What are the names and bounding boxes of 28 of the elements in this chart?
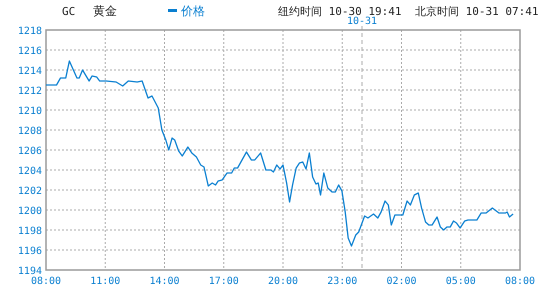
x-tick-label: 14:00 xyxy=(149,276,180,287)
y-tick-label: 1216 xyxy=(18,46,42,57)
text: 纽约时间 10-30 19:41 xyxy=(278,5,402,18)
y-tick-label: 1194 xyxy=(18,266,42,277)
chart-title: GC xyxy=(62,5,76,18)
x-tick-label: 08:00 xyxy=(504,276,536,287)
y-tick-label: 1214 xyxy=(18,66,42,77)
x-tick-label: 11:00 xyxy=(90,276,120,287)
x-tick-label: 20:00 xyxy=(268,276,298,287)
y-tick-label: 1218 xyxy=(18,26,42,37)
x-tick-label: 02:00 xyxy=(386,276,417,287)
ref-line-label: 10-31 xyxy=(346,16,378,27)
y-tick-label: 1202 xyxy=(18,186,42,197)
x-tick-label: 17:00 xyxy=(208,276,239,287)
y-tick-label: 1204 xyxy=(18,166,42,177)
y-tick-label: 1196 xyxy=(18,246,42,257)
x-tick-label: 05:00 xyxy=(446,276,476,287)
y-tick-label: 1210 xyxy=(18,106,42,117)
y-tick-label: 1198 xyxy=(18,226,42,237)
chart-subtitle: 黄金 xyxy=(93,4,117,18)
x-tick-label: 08:00 xyxy=(30,276,62,287)
y-tick-label: 1208 xyxy=(18,126,42,137)
legend-label: 价格 xyxy=(180,4,205,18)
y-tick-label: 1206 xyxy=(18,146,42,157)
y-tick-label: 1212 xyxy=(18,86,42,97)
text: 北京时间 10-31 07:41 xyxy=(415,5,538,18)
x-tick-label: 23:00 xyxy=(327,276,358,287)
y-tick-label: 1200 xyxy=(18,206,42,217)
